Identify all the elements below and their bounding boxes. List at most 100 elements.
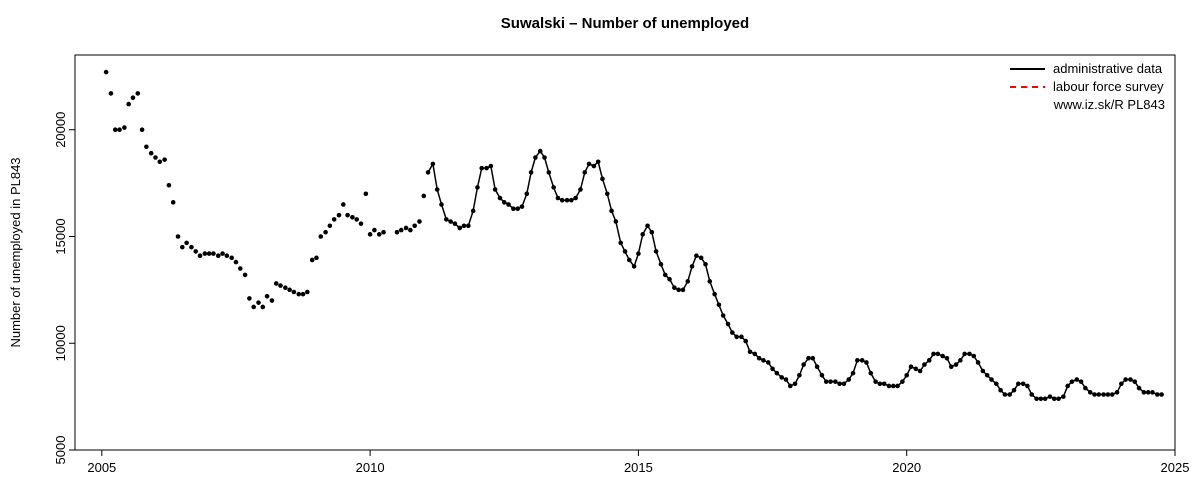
data-point — [337, 213, 342, 218]
y-tick-label: 20000 — [53, 112, 68, 148]
data-point — [949, 364, 954, 369]
data-point — [659, 262, 664, 267]
data-point — [283, 285, 288, 290]
data-point — [846, 377, 851, 382]
data-point — [479, 166, 484, 171]
data-point — [399, 228, 404, 233]
data-point — [176, 234, 181, 239]
data-point — [887, 384, 892, 389]
data-point — [484, 166, 489, 171]
data-point — [578, 187, 583, 192]
data-point — [753, 352, 758, 357]
data-point — [444, 217, 449, 222]
data-point — [117, 127, 122, 132]
y-tick-label: 10000 — [53, 325, 68, 361]
data-point — [1052, 396, 1057, 401]
data-point — [922, 362, 927, 367]
data-point — [1070, 379, 1075, 384]
data-point — [417, 219, 422, 224]
legend-caption: www.iz.sk/R PL843 — [1053, 97, 1165, 112]
data-point — [694, 253, 699, 258]
data-point — [542, 155, 547, 160]
data-point — [958, 358, 963, 363]
data-point — [1150, 390, 1155, 395]
data-point — [184, 241, 189, 246]
data-point — [605, 191, 610, 196]
data-point — [261, 305, 266, 310]
data-point — [144, 145, 149, 150]
data-point — [332, 217, 337, 222]
data-point — [918, 369, 923, 374]
data-point — [364, 191, 369, 196]
data-point — [967, 352, 972, 357]
data-point — [498, 196, 503, 201]
data-point — [426, 170, 431, 175]
data-point — [573, 196, 578, 201]
data-point — [256, 300, 261, 305]
data-point — [126, 102, 131, 107]
y-tick-label: 5000 — [53, 436, 68, 465]
data-point — [864, 360, 869, 365]
data-point — [1132, 379, 1137, 384]
data-point — [412, 224, 417, 229]
data-point — [976, 360, 981, 365]
data-point — [104, 70, 109, 75]
data-point — [525, 191, 530, 196]
data-point — [954, 362, 959, 367]
data-point — [1025, 384, 1030, 389]
data-point — [368, 232, 373, 237]
data-point — [408, 228, 413, 233]
data-point — [211, 251, 216, 256]
data-point — [707, 279, 712, 284]
legend-label: administrative data — [1053, 61, 1163, 76]
data-point — [439, 202, 444, 207]
data-point — [1106, 392, 1111, 397]
data-point — [149, 151, 154, 156]
data-point — [372, 228, 377, 233]
data-point — [748, 349, 753, 354]
data-point — [301, 292, 306, 297]
data-point — [167, 183, 172, 188]
data-point — [882, 382, 887, 387]
data-point — [895, 384, 900, 389]
data-point — [1021, 382, 1026, 387]
data-point — [350, 215, 355, 220]
data-point — [1083, 386, 1088, 391]
data-point — [828, 379, 833, 384]
data-point — [135, 91, 140, 96]
data-point — [565, 198, 570, 203]
chart-container: Suwalski – Number of unemployed500010000… — [0, 0, 1200, 500]
data-point — [520, 204, 525, 209]
data-point — [466, 224, 471, 229]
data-point — [377, 232, 382, 237]
data-point — [551, 185, 556, 190]
data-point — [381, 230, 386, 235]
data-point — [515, 206, 520, 211]
data-point — [1065, 384, 1070, 389]
data-point — [784, 377, 789, 382]
data-point — [314, 256, 319, 261]
data-point — [234, 260, 239, 265]
data-point — [703, 262, 708, 267]
data-point — [989, 377, 994, 382]
data-point — [113, 127, 118, 132]
data-point — [618, 241, 623, 246]
legend-label: labour force survey — [1053, 79, 1164, 94]
data-point — [726, 322, 731, 327]
data-point — [538, 149, 543, 154]
data-point — [1101, 392, 1106, 397]
data-point — [404, 226, 409, 231]
data-point — [614, 219, 619, 224]
data-point — [739, 335, 744, 340]
data-point — [318, 234, 323, 239]
data-point — [868, 371, 873, 376]
data-point — [1142, 390, 1147, 395]
data-point — [310, 258, 315, 263]
data-point — [779, 375, 784, 380]
data-point — [556, 196, 561, 201]
data-point — [663, 273, 668, 278]
data-point — [931, 352, 936, 357]
data-point — [431, 162, 436, 167]
data-point — [502, 200, 507, 205]
data-point — [341, 202, 346, 207]
